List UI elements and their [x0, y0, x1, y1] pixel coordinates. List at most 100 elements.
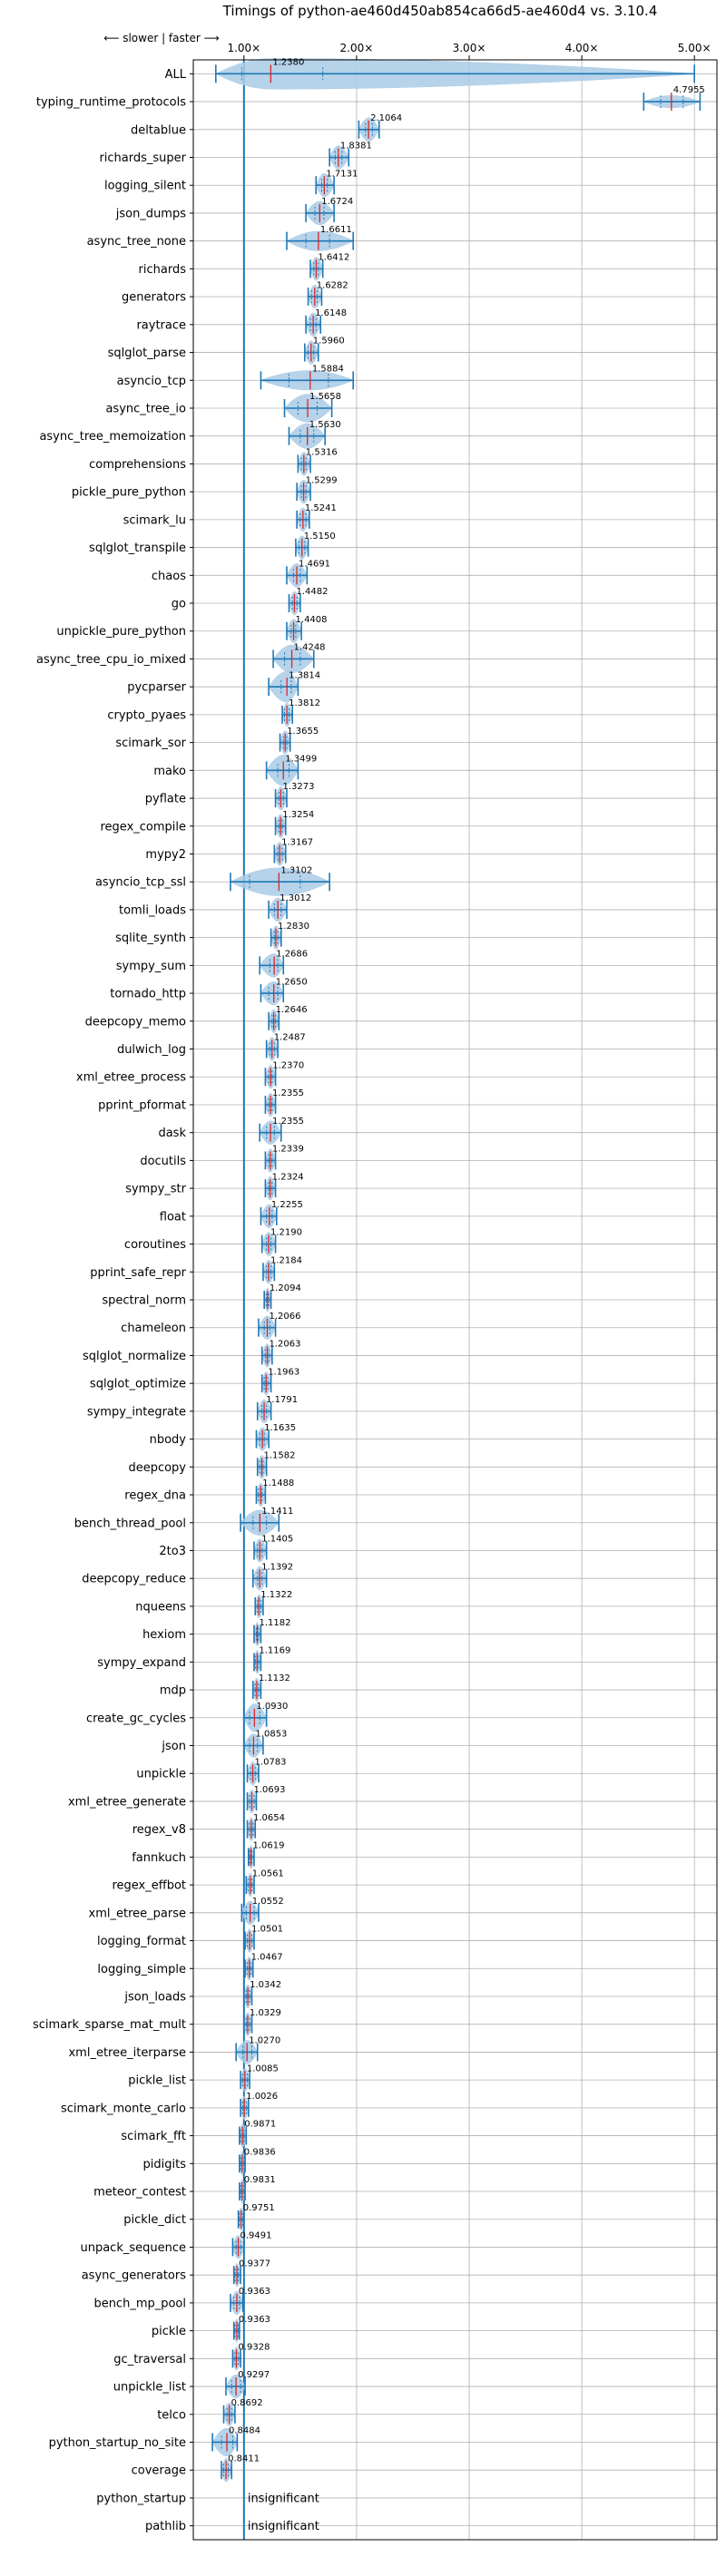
data-label: 1.1182 [260, 1618, 291, 1628]
category-label: sqlglot_normalize [83, 1350, 186, 1363]
data-label: 1.5299 [306, 475, 338, 485]
category-label: ALL [165, 68, 187, 82]
data-label: 1.5150 [304, 532, 336, 542]
category-label: sqlglot_transpile [89, 542, 186, 555]
category-label: logging_silent [104, 180, 186, 193]
violin-layer [211, 58, 701, 2540]
category-label: sympy_str [125, 1183, 186, 1196]
data-label: 1.1322 [260, 1590, 292, 1600]
data-label: 1.0783 [255, 1757, 287, 1767]
data-label: 1.0552 [252, 1897, 284, 1907]
data-label: 1.0561 [252, 1869, 284, 1878]
data-label: 1.1169 [259, 1646, 290, 1656]
x-tick-label: 5.00× [678, 42, 711, 54]
data-label: 0.9491 [240, 2231, 272, 2241]
category-label: regex_effbot [112, 1879, 186, 1893]
direction-hint: ⟵ slower | faster ⟶ [103, 32, 220, 44]
category-label: json [161, 1740, 186, 1753]
category-label: scimark_lu [123, 513, 186, 527]
category-label: meteor_contest [93, 2186, 186, 2200]
category-label: asyncio_tcp_ssl [95, 876, 186, 890]
category-label: python_startup [96, 2492, 186, 2505]
data-label: 1.2686 [276, 950, 308, 960]
category-label: deepcopy [128, 1461, 186, 1475]
category-label: 2to3 [159, 1545, 186, 1558]
data-label: 1.1963 [268, 1367, 299, 1377]
data-label: 1.5241 [305, 503, 337, 513]
data-label: 1.6282 [317, 280, 348, 290]
category-label: logging_simple [97, 1963, 186, 1976]
data-label: 1.2650 [276, 977, 308, 987]
category-label: pprint_safe_repr [90, 1266, 186, 1280]
data-label: 1.1411 [261, 1507, 293, 1517]
category-label: deepcopy_reduce [82, 1573, 186, 1586]
data-label: 1.2184 [270, 1255, 302, 1265]
category-label: sqlglot_optimize [90, 1378, 186, 1391]
data-label: 1.3812 [289, 698, 320, 708]
category-label: xml_etree_iterparse [68, 2046, 186, 2060]
data-label: 1.2063 [269, 1340, 300, 1350]
data-label: 1.0085 [247, 2064, 279, 2073]
data-label: 0.8411 [228, 2454, 260, 2464]
category-label: unpack_sequence [80, 2241, 186, 2255]
data-label: 1.6724 [321, 197, 353, 207]
data-label: 1.1488 [262, 1478, 294, 1488]
category-label: pycparser [127, 681, 186, 695]
insignificant-label: insignificant [248, 2492, 319, 2505]
category-label: deepcopy_memo [85, 1015, 186, 1029]
data-label: 1.3814 [289, 670, 320, 680]
category-label: pidigits [143, 2158, 187, 2171]
category-label: json_loads [123, 1990, 186, 2004]
data-label: 2.1064 [370, 113, 402, 123]
data-label: 1.3655 [287, 727, 319, 737]
category-label: xml_etree_process [76, 1071, 186, 1085]
data-label: 1.4482 [296, 587, 328, 597]
data-label: 1.5630 [309, 420, 341, 430]
data-label: 1.6148 [315, 308, 347, 318]
data-label: 4.7955 [673, 85, 705, 95]
category-label: bench_thread_pool [74, 1517, 186, 1530]
category-label: mypy2 [145, 848, 186, 862]
data-label: 1.3102 [280, 865, 312, 875]
category-label: scimark_fft [121, 2130, 186, 2143]
category-label: xml_etree_parse [89, 1907, 186, 1920]
category-label: docutils [140, 1155, 186, 1168]
category-label: async_tree_io [105, 402, 186, 415]
category-label: unpickle_pure_python [56, 625, 186, 639]
category-label: python_startup_no_site [49, 2436, 186, 2450]
category-label: unpickle [136, 1768, 186, 1781]
category-label: gc_traversal [113, 2353, 186, 2366]
data-label: 1.2255 [271, 1200, 303, 1210]
category-label: pickle [152, 2325, 186, 2338]
category-label: pickle_pure_python [72, 486, 186, 500]
category-label: dask [158, 1127, 186, 1140]
category-label: bench_mp_pool [93, 2297, 186, 2310]
category-label: create_gc_cycles [86, 1712, 186, 1725]
data-label: 1.2830 [278, 922, 309, 932]
data-label: 1.6611 [320, 225, 352, 235]
data-label: 1.2646 [276, 1005, 308, 1015]
category-label: richards_super [99, 151, 186, 165]
data-label: 1.1635 [264, 1423, 296, 1433]
category-label: async_tree_none [87, 235, 186, 249]
data-label: 1.4248 [294, 643, 326, 653]
category-label: async_tree_cpu_io_mixed [36, 653, 186, 667]
x-tick-label: 2.00× [340, 42, 374, 54]
category-label: richards [139, 263, 187, 277]
category-label: nqueens [135, 1600, 186, 1614]
category-label: async_generators [82, 2269, 187, 2283]
data-label: 1.2370 [272, 1060, 304, 1070]
category-label: nbody [150, 1433, 187, 1447]
category-label: telco [157, 2408, 186, 2422]
category-label: sympy_sum [116, 960, 186, 973]
data-label: 1.5884 [312, 364, 344, 374]
category-label: chameleon [121, 1322, 186, 1335]
data-label: 0.9297 [238, 2370, 270, 2380]
category-label: asyncio_tcp [117, 375, 186, 388]
data-label: 1.4408 [296, 615, 328, 625]
category-label: regex_v8 [132, 1823, 186, 1837]
data-label: 0.9328 [239, 2342, 270, 2352]
category-label: xml_etree_generate [68, 1795, 186, 1809]
category-label: dulwich_log [117, 1043, 186, 1057]
